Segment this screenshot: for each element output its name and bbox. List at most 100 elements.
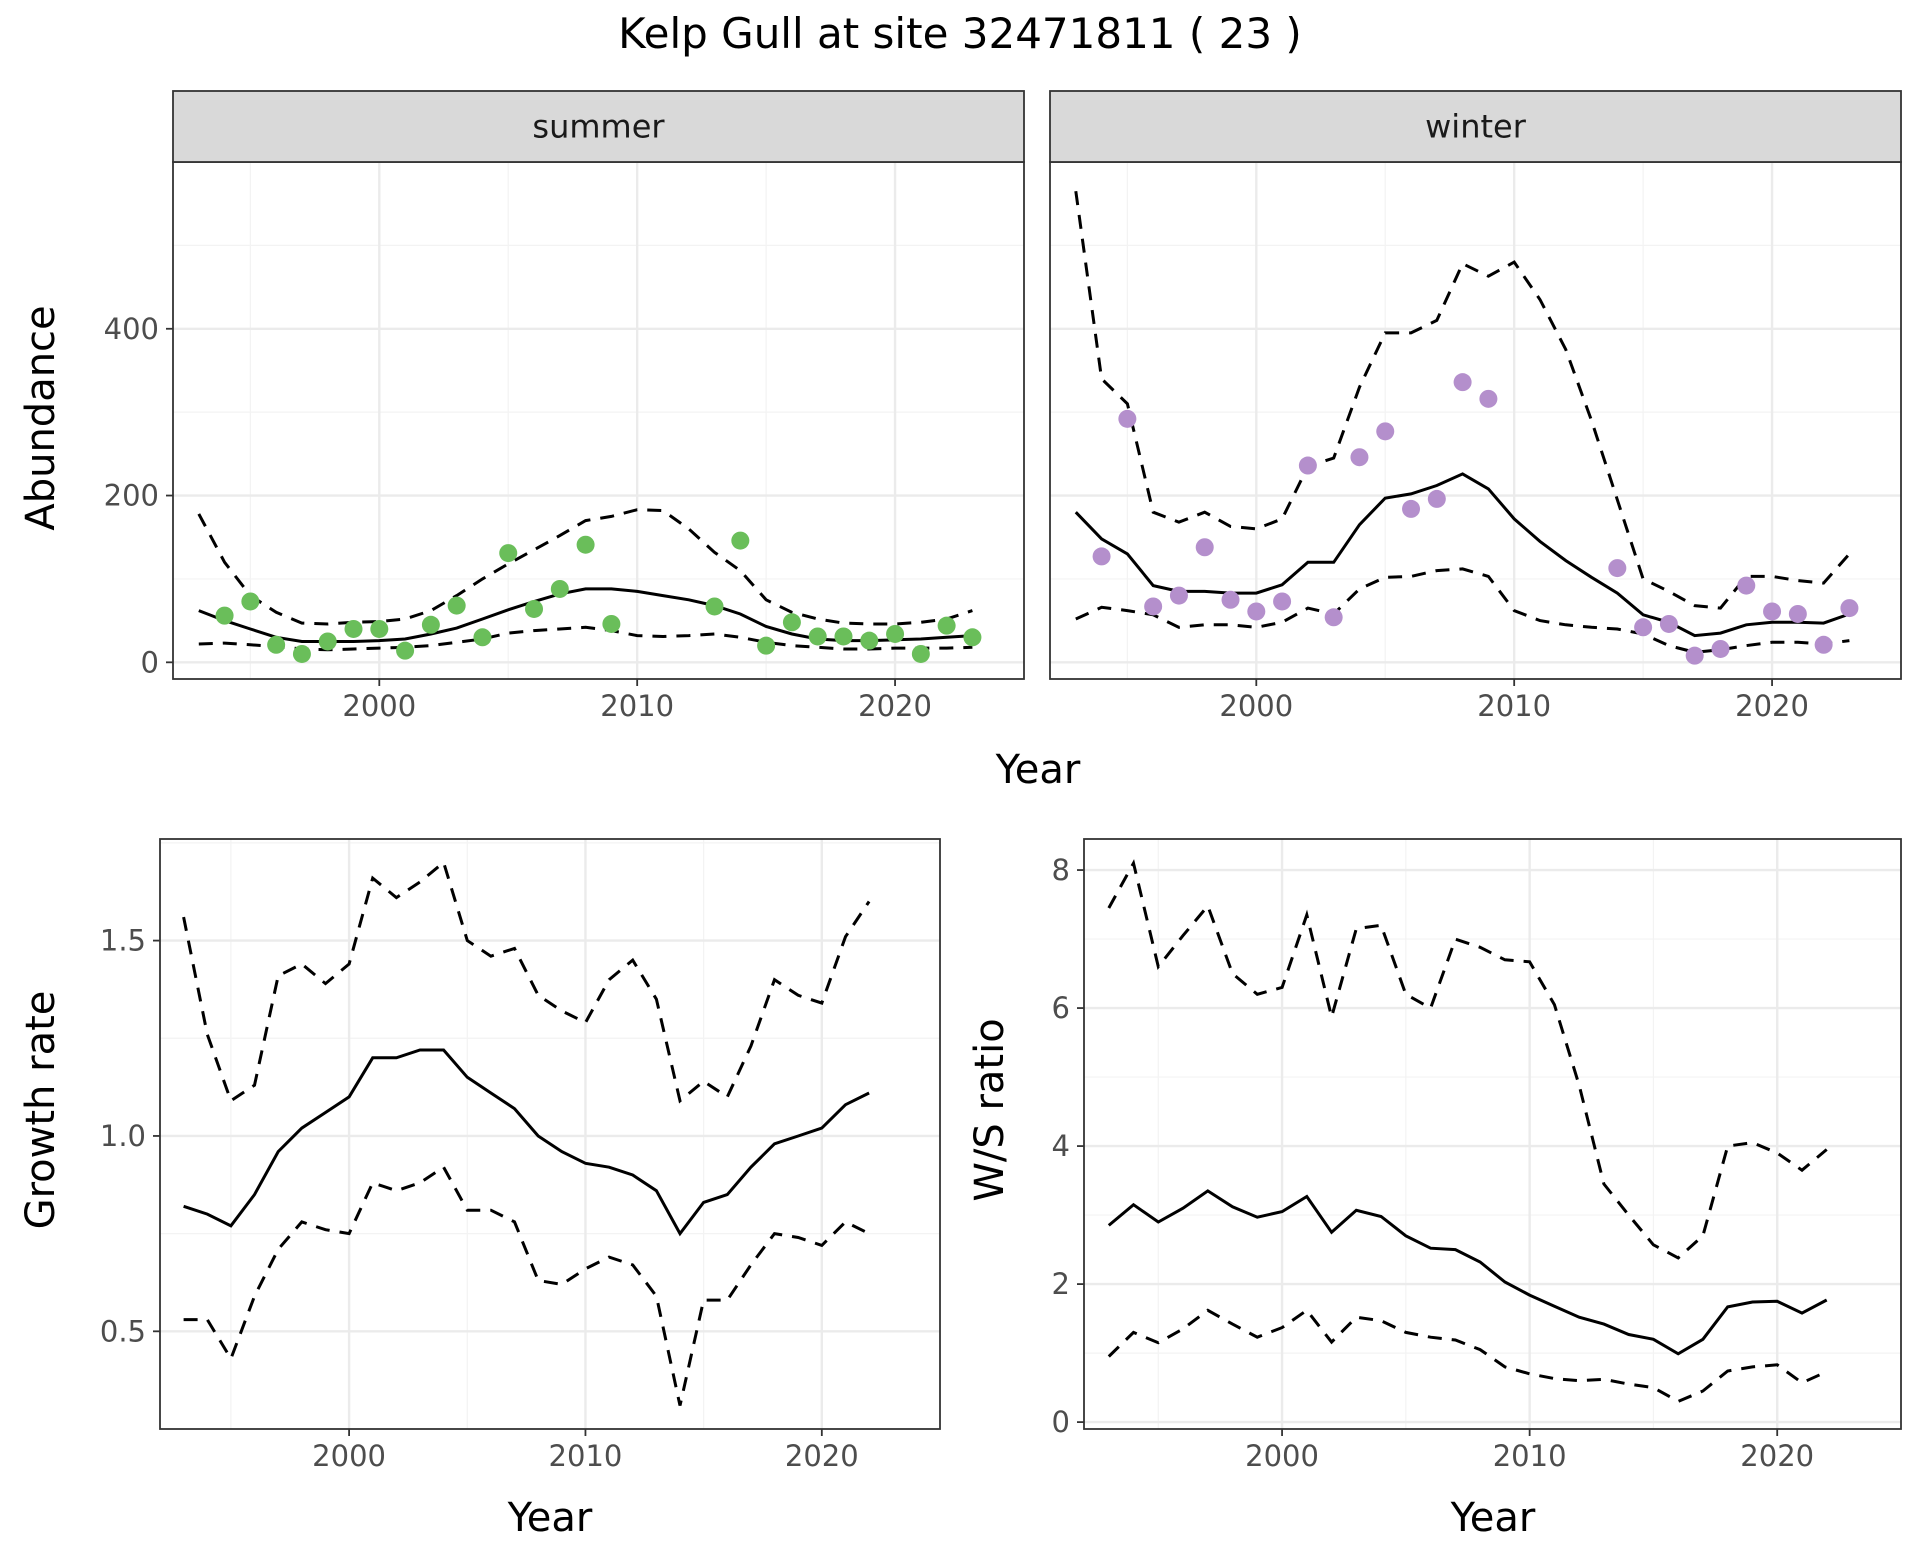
abundance-x-axis-title: Year — [995, 747, 1081, 793]
y-tick-label: 4 — [1052, 1129, 1070, 1163]
data-point — [1788, 604, 1807, 623]
x-tick-label: 2010 — [1493, 1439, 1567, 1473]
data-point — [1350, 448, 1369, 467]
mean-line — [1074, 472, 1850, 638]
data-point — [1221, 590, 1240, 609]
lower-ci-line — [1075, 567, 1850, 654]
x-tick-label: 2020 — [785, 1439, 859, 1473]
data-point — [421, 615, 440, 634]
data-point — [1659, 614, 1678, 633]
y-tick-label: 0 — [141, 645, 159, 679]
data-point — [1711, 639, 1730, 658]
data-point — [886, 624, 905, 643]
data-point — [1402, 499, 1421, 518]
data-point — [1376, 422, 1395, 441]
data-point — [1169, 586, 1188, 605]
y-tick-label: 8 — [1052, 853, 1070, 887]
data-point — [1092, 547, 1111, 566]
data-point — [318, 632, 337, 651]
y-tick-label: 0 — [1052, 1405, 1070, 1439]
x-tick-label: 2020 — [1735, 689, 1809, 723]
data-point — [782, 613, 801, 632]
ws-x-axis-title: Year — [1450, 1495, 1536, 1541]
lower-ci-line — [1107, 1308, 1828, 1404]
data-point — [241, 592, 260, 611]
data-point — [215, 606, 234, 625]
data-point — [834, 627, 853, 646]
data-point — [1453, 373, 1472, 392]
y-tick-label: 0.5 — [100, 1314, 146, 1348]
data-point — [963, 628, 982, 647]
upper-ci-line — [1074, 190, 1851, 610]
x-tick-label: 2010 — [1477, 689, 1551, 723]
x-tick-label: 2010 — [549, 1439, 623, 1473]
data-point — [705, 597, 724, 616]
y-tick-label: 200 — [104, 479, 159, 513]
data-point — [757, 636, 776, 655]
x-tick-label: 2000 — [1219, 689, 1293, 723]
growth-rate-panel: 2000 2010 2020 0.5 1.0 1.5 — [100, 838, 941, 1473]
abundance-y-axis-title: Abundance — [18, 305, 64, 530]
chart-title: Kelp Gull at site 32471811 ( 23 ) — [618, 9, 1302, 58]
y-tick-label: 400 — [104, 312, 159, 346]
x-tick-label: 2020 — [858, 689, 932, 723]
x-tick-label: 2000 — [342, 689, 416, 723]
data-point — [1427, 489, 1446, 508]
data-point — [292, 644, 311, 663]
y-tick-label: 6 — [1052, 991, 1070, 1025]
facet-strip-label: winter — [1425, 108, 1527, 146]
data-point — [576, 535, 595, 554]
data-point — [1118, 409, 1137, 428]
panel-border — [159, 838, 941, 1430]
data-point — [1840, 599, 1859, 618]
data-point — [1737, 576, 1756, 595]
panel-background — [1084, 839, 1901, 1429]
abundance-panel-winter: 2000 2010 2020 winter — [1049, 90, 1902, 723]
data-point — [499, 544, 518, 563]
data-point — [1247, 602, 1266, 621]
data-point — [1479, 389, 1498, 408]
data-point — [525, 599, 544, 618]
data-point — [550, 579, 569, 598]
data-point — [1144, 597, 1163, 616]
ws-y-axis-title: W/S ratio — [967, 1018, 1013, 1201]
panel-border — [1083, 838, 1902, 1430]
data-point — [1814, 635, 1833, 654]
mean-line — [183, 1048, 870, 1237]
data-point — [1298, 456, 1317, 475]
data-point — [1195, 538, 1214, 557]
y-tick-label: 2 — [1052, 1267, 1070, 1301]
data-point — [937, 616, 956, 635]
panel-background — [173, 162, 1024, 679]
data-point — [731, 531, 750, 550]
x-tick-label: 2000 — [312, 1439, 386, 1473]
upper-ci-line — [197, 508, 973, 626]
y-tick-label: 1.5 — [100, 924, 146, 958]
data-point — [1273, 592, 1292, 611]
abundance-panel-summer: 2000 2010 2020 0 200 400 summer — [104, 90, 1025, 723]
lower-ci-line — [183, 1165, 870, 1406]
y-tick-label: 1.0 — [100, 1119, 146, 1153]
data-point — [1608, 559, 1627, 578]
ws-ratio-panel: 2000 2010 2020 0 2 4 6 8 — [1052, 838, 1902, 1473]
data-point — [396, 641, 415, 660]
facet-strip — [1049, 90, 1902, 163]
data-point — [860, 631, 879, 650]
data-point — [1634, 618, 1653, 637]
data-point — [370, 619, 389, 638]
data-point — [344, 619, 363, 638]
data-point — [1324, 608, 1343, 627]
data-point — [267, 635, 286, 654]
data-point — [808, 627, 827, 646]
growth-y-axis-title: Growth rate — [18, 991, 64, 1230]
data-point — [447, 596, 466, 615]
mean-line — [1107, 1189, 1828, 1356]
data-point — [602, 614, 621, 633]
facet-strip-label: summer — [532, 108, 665, 146]
growth-x-axis-title: Year — [507, 1495, 593, 1541]
x-tick-label: 2020 — [1740, 1439, 1814, 1473]
x-tick-label: 2000 — [1245, 1439, 1319, 1473]
upper-ci-line — [1107, 859, 1828, 1260]
data-point — [1685, 646, 1704, 665]
data-point — [1763, 602, 1782, 621]
